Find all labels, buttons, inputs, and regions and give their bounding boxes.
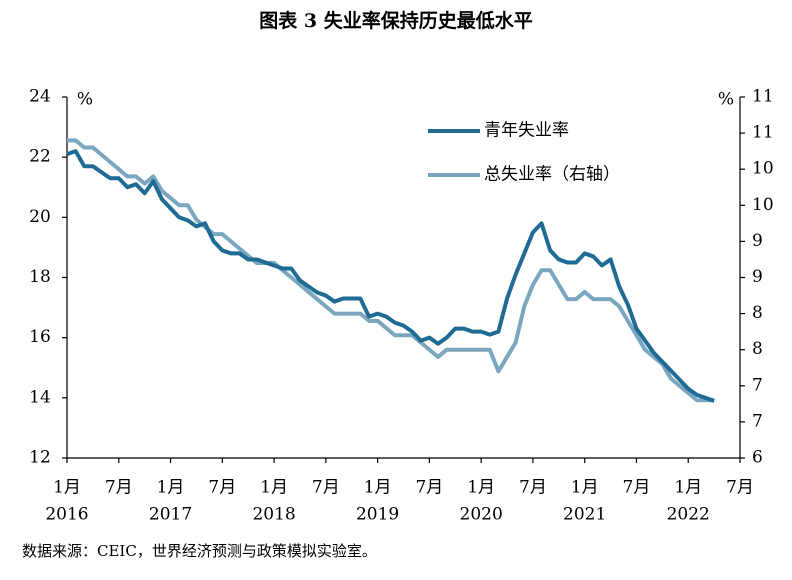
year-label: 2019: [356, 505, 399, 525]
year-label: 2022: [667, 505, 710, 525]
y-tick-label: 14: [29, 387, 51, 407]
y2-tick-label: 11: [752, 87, 774, 107]
legend-label: 青年失业率: [484, 121, 569, 141]
year-label: 2018: [252, 505, 295, 525]
x-tick-label: 7月: [623, 478, 651, 498]
y2-tick-label: 9: [752, 231, 763, 251]
y2-tick-label: 6: [752, 448, 763, 468]
x-tick-label: 1月: [53, 478, 81, 498]
x-tick-label: 7月: [208, 478, 236, 498]
y2-tick-label: 9: [752, 267, 763, 287]
series-line: [67, 138, 715, 403]
x-tick-label: 7月: [415, 478, 443, 498]
x-tick-label: 7月: [105, 478, 133, 498]
x-tick-label: 1月: [467, 478, 495, 498]
y-tick-label: 22: [29, 147, 51, 167]
series-line: [66, 149, 715, 403]
x-tick-label: 7月: [726, 478, 754, 498]
y-tick-label: 18: [29, 267, 51, 287]
chart-title: 图表 3 失业率保持历史最低水平: [259, 9, 532, 32]
x-tick-label: 1月: [571, 478, 599, 498]
year-label: 2017: [149, 505, 192, 525]
y-unit: %: [77, 90, 93, 110]
y-tick-label: 16: [29, 327, 51, 347]
x-tick-label: 1月: [364, 478, 392, 498]
y2-tick-label: 11: [752, 123, 774, 143]
y2-tick-label: 8: [752, 339, 763, 359]
legend-label: 总失业率（右轴）: [484, 165, 620, 185]
year-label: 2021: [563, 505, 606, 525]
x-tick-label: 1月: [260, 478, 288, 498]
x-tick-label: 1月: [157, 478, 185, 498]
y2-tick-label: 7: [752, 411, 763, 431]
x-tick-label: 7月: [312, 478, 340, 498]
y2-tick-label: 8: [752, 303, 763, 323]
y2-tick-label: 10: [752, 159, 774, 179]
source: 数据来源：CEIC，世界经济预测与政策模拟实验室。: [22, 542, 377, 560]
year-label: 2020: [460, 505, 503, 525]
y2-tick-label: 7: [752, 375, 763, 395]
x-tick-label: 1月: [674, 478, 702, 498]
y-tick-label: 12: [29, 448, 51, 468]
y-tick-label: 20: [29, 207, 51, 227]
y-tick-label: 24: [29, 87, 51, 107]
y2-unit: %: [718, 90, 734, 110]
x-tick-label: 7月: [519, 478, 547, 498]
y2-tick-label: 10: [752, 195, 774, 215]
year-label: 2016: [45, 505, 88, 525]
